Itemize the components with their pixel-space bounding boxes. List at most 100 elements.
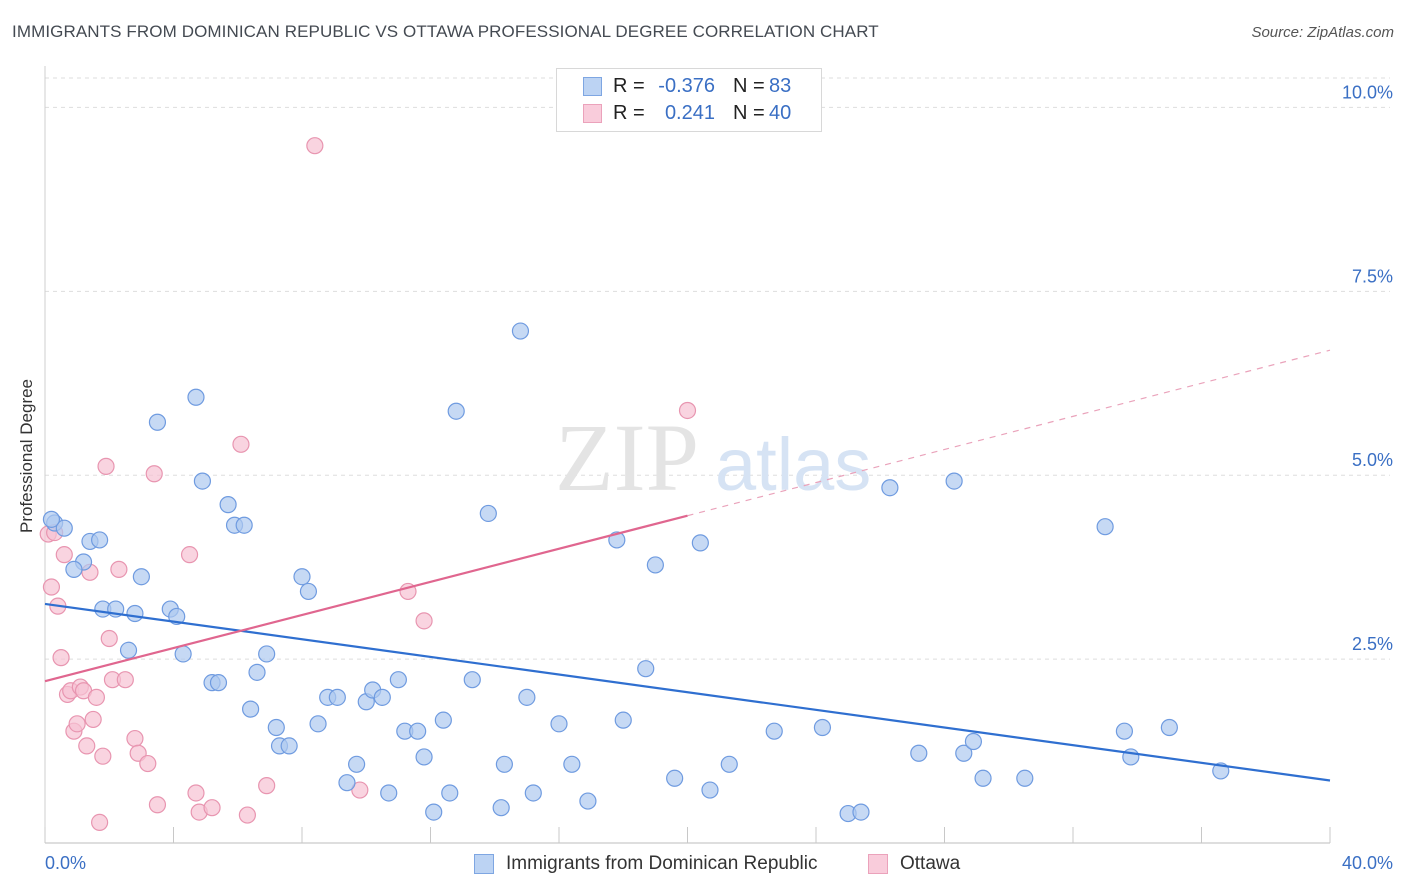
y-tick-label: 10.0% [1342, 82, 1393, 102]
dominican-point [550, 715, 568, 733]
dominican-point [373, 688, 391, 706]
ottawa-point [78, 737, 96, 755]
dominican-point [187, 388, 205, 406]
ottawa-point [232, 435, 250, 453]
ottawa-trend-extension [687, 349, 1331, 517]
ottawa-point [238, 806, 256, 824]
dominican-point [148, 413, 167, 431]
dominican-point [242, 700, 260, 718]
ottawa-point [55, 546, 73, 564]
dominican-point [691, 534, 709, 552]
bottom-legend-label: Immigrants from Dominican Republic [506, 853, 818, 874]
dominican-point [463, 671, 481, 689]
ottawa-point [97, 457, 115, 475]
ottawa-trend-line [44, 514, 688, 683]
dominican-point [524, 784, 542, 802]
dominican-point [219, 496, 237, 514]
legend-n-value: 40 [769, 102, 792, 124]
dominican-point [666, 769, 684, 787]
legend-row-ottawa: R = 0.241 N = 40 [557, 101, 821, 127]
dominican-point [974, 769, 992, 787]
dominican-point [852, 803, 870, 821]
legend-row-dominican: R = -0.376 N = 83 [557, 74, 821, 100]
dominican-point [119, 641, 138, 659]
dominican-point [720, 755, 738, 773]
dominican-point [280, 737, 298, 755]
dominican-point [193, 472, 212, 490]
grid-lines [45, 77, 1390, 660]
dominican-point [55, 519, 73, 537]
dominican-point [955, 744, 973, 762]
source-label: Source: ZipAtlas.com [1251, 24, 1394, 41]
x-tick-label: 0.0% [45, 853, 86, 873]
dominican-point [42, 510, 61, 528]
dominican-point [511, 322, 530, 340]
ottawa-point [68, 715, 86, 733]
y-tick-label: 7.5% [1352, 266, 1393, 286]
dominican-point [309, 715, 327, 733]
ottawa-point [351, 781, 369, 799]
dominican-point [267, 718, 285, 737]
y-tick-label: 5.0% [1352, 450, 1393, 470]
dominican-point [248, 663, 266, 681]
dominican-point [434, 711, 452, 729]
dominican-point [813, 718, 832, 737]
dominican-point [518, 688, 536, 706]
dominican-point [910, 744, 928, 762]
dominican-point [701, 781, 719, 799]
ottawa-point [139, 754, 157, 773]
dominican-point [126, 604, 144, 623]
dominican-point [492, 799, 510, 817]
dominican-point [964, 732, 983, 751]
ottawa-point [91, 813, 109, 832]
ottawa-point [126, 729, 144, 748]
dominican-point [132, 568, 150, 586]
x-tick-label: 40.0% [1342, 853, 1393, 873]
legend-swatch-blue [583, 77, 602, 96]
dominican-point [328, 688, 346, 706]
dominican-point [1096, 518, 1114, 536]
dominican-point [563, 755, 581, 773]
dominican-point [380, 784, 398, 802]
dominican-trend-line [44, 602, 1331, 782]
dominican-point [409, 722, 427, 740]
dominican-point [646, 556, 664, 574]
dominican-point [1016, 769, 1034, 787]
watermark-zip: ZIP [555, 404, 699, 511]
legend-r-value: 0.241 [664, 102, 715, 124]
legend-r-label: R = [613, 75, 645, 97]
dominican-point [293, 568, 311, 586]
ottawa-point [145, 465, 163, 483]
legend-r-label: R = [613, 102, 645, 124]
dominican-point [209, 674, 228, 692]
bottom-legend-swatch-pink [868, 854, 888, 874]
dominican-point [614, 711, 632, 729]
dominican-point [389, 671, 407, 689]
legend-n-label: N = [733, 75, 765, 97]
ottawa-point [42, 578, 61, 596]
dominican-point [447, 402, 465, 420]
ottawa-point [415, 612, 433, 630]
bottom-legend-swatch-blue [474, 854, 494, 874]
dominican-point [441, 784, 459, 802]
dominican-point [881, 479, 899, 497]
tick-labels: 2.5% 5.0% 7.5% 10.0% 0.0% 40.0% [45, 82, 1393, 873]
ottawa-point [84, 710, 102, 729]
trend-lines [44, 349, 1331, 782]
dominican-point [235, 516, 253, 534]
ottawa-point [180, 546, 199, 564]
data-points [39, 137, 1230, 832]
ottawa-point [203, 799, 221, 817]
ottawa-point [258, 777, 276, 795]
dominican-point [1115, 722, 1134, 740]
dominican-point [479, 504, 497, 523]
dominican-point [579, 792, 597, 810]
dominican-point [495, 755, 513, 773]
dominican-point [65, 560, 83, 578]
legend-r-value: -0.376 [658, 75, 715, 97]
legend-n-value: 83 [769, 75, 792, 97]
ottawa-point [100, 629, 118, 648]
ottawa-point [116, 671, 134, 689]
ottawa-point [187, 784, 205, 802]
